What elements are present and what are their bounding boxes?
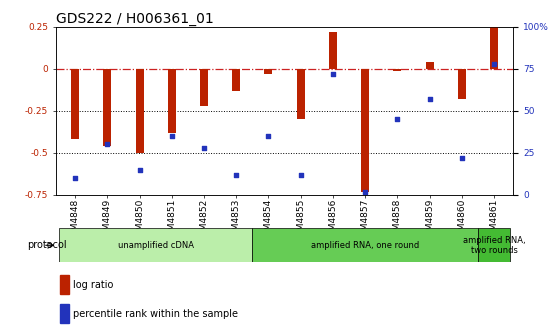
Point	[425, 96, 434, 102]
Bar	[329, 32, 337, 69]
Point	[167, 133, 176, 139]
Point	[264, 133, 273, 139]
Point	[489, 61, 498, 67]
Point	[71, 175, 80, 181]
Bar	[60, 275, 69, 294]
Point	[296, 172, 305, 177]
Bar	[136, 69, 143, 153]
Text: GDS222 / H006361_01: GDS222 / H006361_01	[56, 12, 214, 26]
Bar	[71, 69, 79, 139]
Text: protocol: protocol	[27, 240, 66, 250]
Point	[200, 145, 209, 151]
Point	[232, 172, 240, 177]
Point	[393, 117, 402, 122]
Bar	[103, 69, 112, 146]
Point	[135, 167, 144, 172]
Bar	[478, 228, 510, 262]
Text: amplified RNA,
two rounds: amplified RNA, two rounds	[463, 236, 525, 255]
Bar	[458, 69, 466, 99]
Bar	[252, 228, 478, 262]
Bar	[297, 69, 305, 119]
Text: percentile rank within the sample: percentile rank within the sample	[73, 308, 238, 319]
Point	[103, 142, 112, 147]
Point	[458, 155, 466, 161]
Point	[329, 71, 338, 77]
Bar	[200, 69, 208, 106]
Text: unamplified cDNA: unamplified cDNA	[118, 241, 194, 250]
Bar	[426, 62, 434, 69]
Bar	[361, 69, 369, 192]
Bar	[393, 69, 401, 71]
Bar	[490, 27, 498, 69]
Bar	[60, 304, 69, 323]
Text: amplified RNA, one round: amplified RNA, one round	[311, 241, 419, 250]
Bar	[264, 69, 272, 74]
Bar	[232, 69, 240, 91]
Text: log ratio: log ratio	[73, 280, 114, 290]
Bar	[168, 69, 176, 133]
Point	[360, 189, 369, 194]
Bar	[59, 228, 252, 262]
